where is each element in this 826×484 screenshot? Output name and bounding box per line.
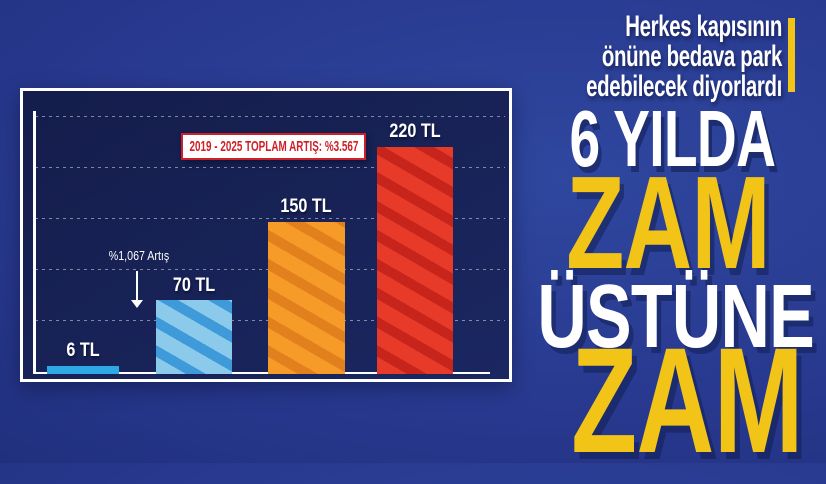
big-word-6-yilda: 6 YILDA bbox=[569, 94, 776, 183]
chart-panel: 6 TL 70 TL 150 TL 220 TL 2019 - 2025 TOP… bbox=[20, 88, 512, 382]
y-axis-line bbox=[33, 111, 36, 374]
bar-6tl bbox=[47, 366, 119, 374]
bar-value-label: 220 TL bbox=[389, 121, 441, 142]
bar-value-label: 70 TL bbox=[172, 275, 216, 296]
down-arrow-icon bbox=[136, 271, 138, 301]
total-increase-text: 2019 - 2025 TOPLAM ARTIŞ: %3.567 bbox=[189, 138, 358, 155]
gridline bbox=[35, 116, 505, 117]
big-word-zam-1: ZAM bbox=[566, 149, 770, 296]
increase-annotation: %1,067 Artış bbox=[108, 248, 170, 263]
headline-line: edebilecek diyorlardı bbox=[586, 70, 782, 103]
big-word-ustune: ÜSTÜNE bbox=[537, 267, 814, 367]
bar-220tl bbox=[377, 147, 453, 374]
bar-70tl bbox=[156, 300, 232, 374]
bar-value-label: 6 TL bbox=[66, 340, 100, 361]
down-arrow-icon bbox=[131, 300, 143, 308]
headline: Herkes kapısının önüne bedava park edebi… bbox=[494, 12, 782, 102]
headline-line: Herkes kapısının bbox=[625, 10, 782, 43]
bar-value-label: 150 TL bbox=[280, 196, 332, 217]
total-increase-badge: 2019 - 2025 TOPLAM ARTIŞ: %3.567 bbox=[181, 133, 366, 160]
headline-accent-bar bbox=[788, 18, 795, 92]
x-axis-line bbox=[33, 372, 490, 374]
headline-line: önüne bedava park bbox=[601, 40, 782, 73]
gridline bbox=[35, 167, 505, 168]
gridline bbox=[35, 218, 505, 219]
big-word-zam-2: ZAM bbox=[571, 316, 803, 484]
bar-150tl bbox=[268, 222, 345, 374]
